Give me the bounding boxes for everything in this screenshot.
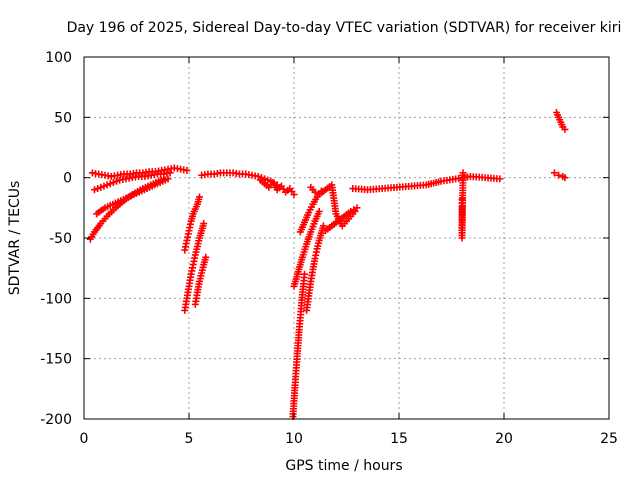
- data-point-marker: [100, 182, 108, 190]
- data-point-marker: [254, 172, 262, 180]
- data-point-marker: [166, 169, 174, 177]
- y-tick-label: -50: [49, 231, 72, 247]
- data-series: [256, 176, 298, 199]
- data-point-marker: [200, 220, 208, 228]
- data-point-marker: [91, 186, 98, 194]
- data-point-marker: [94, 185, 102, 193]
- data-series: [550, 169, 569, 182]
- data-series: [349, 172, 504, 194]
- y-tick-label: -150: [40, 352, 72, 368]
- axis-ticks: 0 5 10 15 20 25 -200 -150 -100 -50 0 50 100: [40, 50, 618, 447]
- data-series: [289, 270, 308, 421]
- x-tick-label: 15: [390, 431, 408, 447]
- data-series: [93, 175, 172, 218]
- data-point-marker: [459, 169, 467, 177]
- data-series: [181, 220, 208, 314]
- data-point-marker: [561, 174, 569, 182]
- data-point-marker: [183, 166, 191, 174]
- data-point-marker: [97, 183, 105, 191]
- y-tick-label: 0: [63, 171, 72, 187]
- y-tick-label: 100: [45, 50, 72, 66]
- data-point-marker: [103, 181, 111, 189]
- data-point-marker: [202, 253, 210, 261]
- data-series: [191, 253, 210, 308]
- data-point-marker: [319, 222, 327, 230]
- chart-title: Day 196 of 2025, Sidereal Day-to-day VTE…: [67, 20, 622, 36]
- data-point-marker: [496, 175, 504, 183]
- data-point-marker: [301, 270, 308, 278]
- data-point-marker: [290, 191, 298, 199]
- x-tick-label: 0: [80, 431, 89, 447]
- data-point-marker: [555, 171, 563, 179]
- y-tick-label: -100: [40, 291, 72, 307]
- data-series: [322, 204, 361, 235]
- data-series: [303, 222, 327, 314]
- x-tick-label: 5: [185, 431, 194, 447]
- x-tick-label: 20: [495, 431, 513, 447]
- x-tick-label: 10: [285, 431, 303, 447]
- data-point-marker: [113, 177, 121, 185]
- x-axis-label: GPS time / hours: [285, 458, 402, 474]
- y-tick-label: 50: [54, 110, 72, 126]
- data-point-marker: [264, 176, 272, 184]
- y-tick-label: -200: [40, 412, 72, 428]
- data-series: [553, 109, 569, 133]
- data-point-marker: [164, 175, 172, 183]
- data-point-marker: [106, 180, 114, 188]
- data-point-marker: [353, 204, 361, 212]
- data-point-marker: [311, 188, 319, 196]
- data-series: [290, 207, 323, 290]
- data-point-marker: [315, 207, 323, 215]
- data-point-marker: [109, 178, 117, 186]
- data-point-marker: [196, 193, 203, 201]
- data-series: [458, 169, 467, 242]
- data-series: [181, 193, 203, 254]
- y-axis-label: SDTVAR / TECUs: [7, 181, 23, 296]
- data-markers: [86, 109, 569, 421]
- data-point-marker: [561, 125, 569, 133]
- data-point-marker: [550, 169, 558, 177]
- grid-lines: [84, 57, 609, 419]
- x-tick-label: 25: [600, 431, 618, 447]
- data-series: [91, 169, 174, 194]
